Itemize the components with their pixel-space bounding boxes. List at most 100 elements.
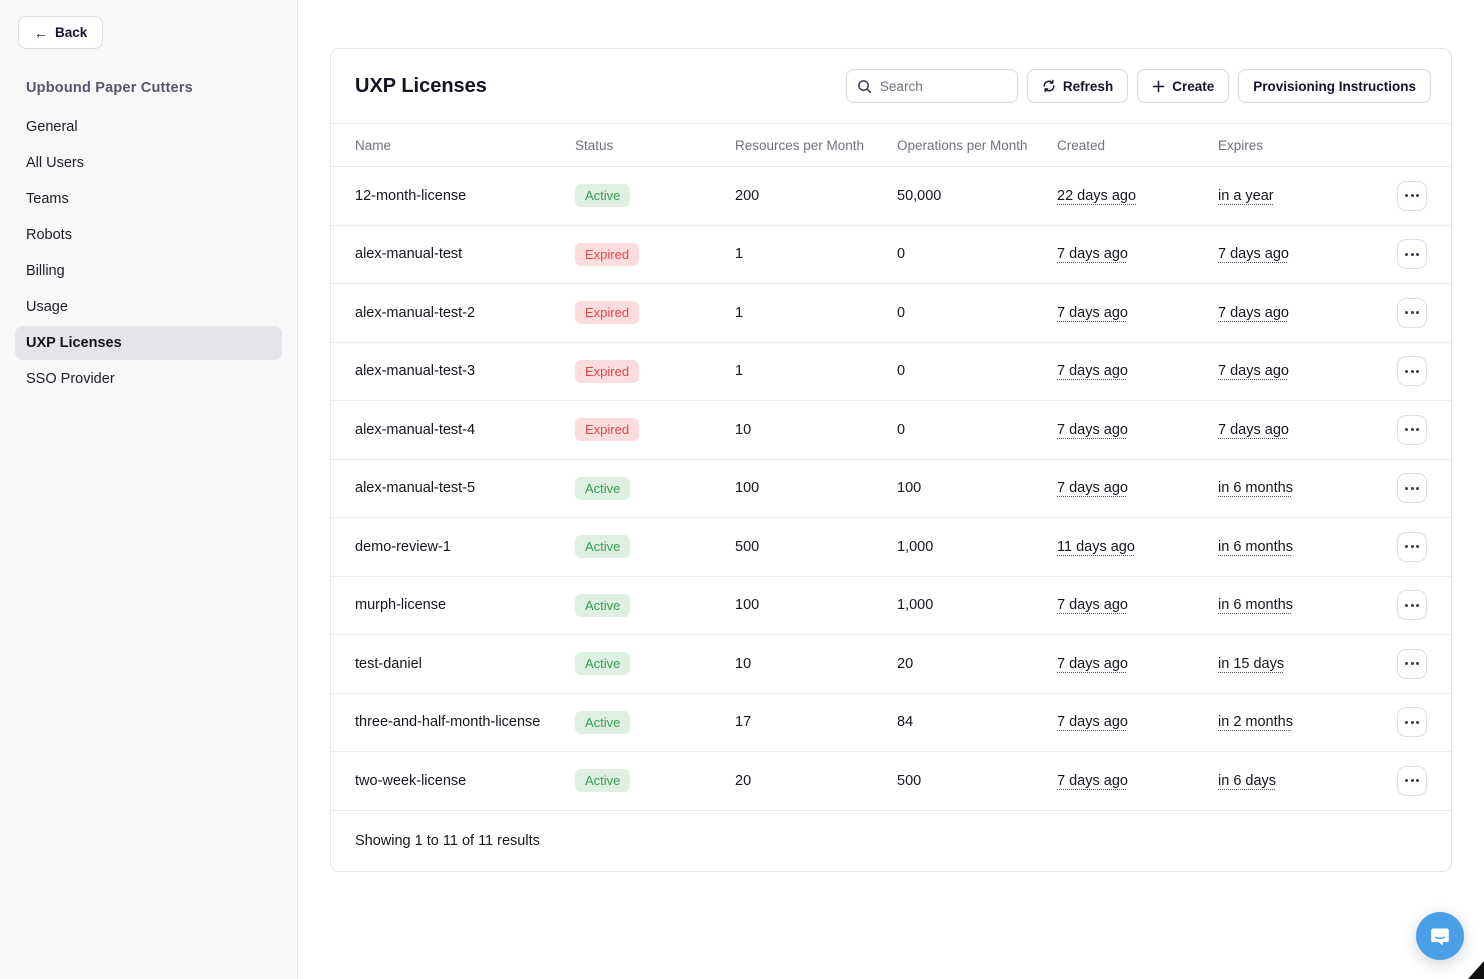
sidebar-item-sso-provider[interactable]: SSO Provider bbox=[26, 371, 115, 387]
sidebar-item-general[interactable]: General bbox=[26, 119, 78, 135]
operations-per-month-value: 0 bbox=[897, 421, 906, 438]
ellipsis-icon bbox=[1405, 428, 1419, 432]
table-row[interactable]: two-week-license Active 20 500 7 days ag… bbox=[331, 752, 1451, 811]
row-actions-menu-button[interactable] bbox=[1397, 473, 1427, 504]
sidebar-item-usage[interactable]: Usage bbox=[26, 299, 68, 315]
status-badge: Active bbox=[575, 593, 631, 617]
provisioning-instructions-label: Provisioning Instructions bbox=[1253, 78, 1416, 94]
license-name: demo-review-1 bbox=[355, 538, 451, 555]
row-actions-menu-button[interactable] bbox=[1397, 297, 1427, 328]
operations-per-month-value: 0 bbox=[897, 363, 906, 380]
row-actions-menu-button[interactable] bbox=[1397, 648, 1427, 679]
license-name: alex-manual-test-2 bbox=[355, 304, 476, 321]
row-actions-menu-button[interactable] bbox=[1397, 414, 1427, 445]
status-badge: Active bbox=[575, 710, 631, 734]
table-row[interactable]: demo-review-1 Active 500 1,000 11 days a… bbox=[331, 518, 1451, 577]
created-date: 7 days ago bbox=[1057, 597, 1128, 614]
license-name: 12-month-license bbox=[355, 187, 467, 204]
table-row[interactable]: alex-manual-test-3 Expired 1 0 7 days ag… bbox=[331, 343, 1451, 401]
table-row[interactable]: alex-manual-test-2 Expired 1 0 7 days ag… bbox=[331, 284, 1451, 343]
sidebar-item-billing[interactable]: Billing bbox=[26, 263, 65, 279]
refresh-button-label: Refresh bbox=[1062, 78, 1114, 94]
created-date: 7 days ago bbox=[1057, 304, 1128, 321]
sidebar-item-all-users[interactable]: All Users bbox=[26, 155, 85, 171]
resources-per-month-value: 100 bbox=[735, 480, 760, 497]
refresh-button[interactable]: Refresh bbox=[1026, 69, 1129, 103]
status-badge: Expired bbox=[575, 301, 640, 325]
licenses-card: UXP Licenses bbox=[330, 48, 1452, 872]
ellipsis-icon bbox=[1405, 662, 1419, 666]
sidebar-item-uxp-licenses[interactable]: UXP Licenses bbox=[15, 326, 282, 360]
operations-per-month-value: 500 bbox=[897, 772, 922, 789]
results-count-text: Showing 1 to 11 of 11 results bbox=[355, 832, 540, 849]
search-box[interactable] bbox=[845, 69, 1018, 103]
row-actions-menu-button[interactable] bbox=[1397, 356, 1427, 387]
created-date: 11 days ago bbox=[1057, 538, 1135, 555]
table-row[interactable]: alex-manual-test-5 Active 100 100 7 days… bbox=[331, 460, 1451, 518]
row-actions-menu-button[interactable] bbox=[1397, 590, 1427, 621]
created-date: 7 days ago bbox=[1057, 655, 1128, 672]
table-row[interactable]: alex-manual-test-4 Expired 10 0 7 days a… bbox=[331, 401, 1451, 460]
chat-bubble-icon bbox=[1431, 928, 1449, 946]
table-row[interactable]: murph-license Active 100 1,000 7 days ag… bbox=[331, 577, 1451, 635]
status-badge: Active bbox=[575, 184, 631, 208]
created-date: 7 days ago bbox=[1057, 421, 1128, 438]
column-header-operations: Operations per Month bbox=[897, 137, 1028, 153]
table-header-row: Name Status Resources per Month Operatio… bbox=[331, 123, 1451, 167]
chat-launcher-button[interactable] bbox=[1416, 912, 1464, 960]
row-actions-menu-button[interactable] bbox=[1397, 239, 1427, 270]
table-row[interactable]: alex-manual-test Expired 1 0 7 days ago … bbox=[331, 226, 1451, 284]
expires-date: 7 days ago bbox=[1218, 246, 1289, 263]
license-name: alex-manual-test-5 bbox=[355, 480, 476, 497]
license-name: three-and-half-month-license bbox=[355, 714, 541, 731]
expires-date: in 6 days bbox=[1218, 772, 1277, 789]
row-actions-menu-button[interactable] bbox=[1397, 531, 1427, 562]
org-title: Upbound Paper Cutters bbox=[26, 80, 193, 96]
back-arrow-icon: ← bbox=[34, 24, 48, 41]
table-row[interactable]: 12-month-license Active 200 50,000 22 da… bbox=[331, 167, 1451, 226]
operations-per-month-value: 0 bbox=[897, 304, 906, 321]
expires-date: in 6 months bbox=[1218, 480, 1293, 497]
expires-date: 7 days ago bbox=[1218, 363, 1289, 380]
resources-per-month-value: 100 bbox=[735, 597, 760, 614]
ellipsis-icon bbox=[1405, 311, 1419, 315]
resources-per-month-value: 10 bbox=[735, 421, 752, 438]
ellipsis-icon bbox=[1405, 545, 1419, 549]
expires-date: in a year bbox=[1218, 187, 1274, 204]
license-name: murph-license bbox=[355, 597, 447, 614]
column-header-status: Status bbox=[575, 137, 614, 153]
main-content: UXP Licenses bbox=[298, 0, 1484, 979]
created-date: 7 days ago bbox=[1057, 363, 1128, 380]
ellipsis-icon bbox=[1405, 603, 1419, 607]
row-actions-menu-button[interactable] bbox=[1397, 707, 1427, 738]
column-header-name: Name bbox=[355, 137, 392, 153]
resources-per-month-value: 1 bbox=[735, 246, 744, 263]
expires-date: in 15 days bbox=[1218, 655, 1285, 672]
create-button[interactable]: Create bbox=[1137, 69, 1230, 103]
license-name: alex-manual-test-3 bbox=[355, 363, 476, 380]
table-row[interactable]: three-and-half-month-license Active 17 8… bbox=[331, 694, 1451, 752]
search-input[interactable] bbox=[879, 78, 1007, 94]
provisioning-instructions-button[interactable]: Provisioning Instructions bbox=[1238, 69, 1431, 103]
search-icon bbox=[858, 79, 871, 93]
row-actions-menu-button[interactable] bbox=[1397, 180, 1427, 211]
status-badge: Active bbox=[575, 652, 631, 676]
license-name: test-daniel bbox=[355, 655, 422, 672]
sidebar-item-teams[interactable]: Teams bbox=[26, 191, 69, 207]
status-badge: Expired bbox=[575, 242, 640, 266]
ellipsis-icon bbox=[1405, 486, 1419, 490]
row-actions-menu-button[interactable] bbox=[1397, 765, 1427, 796]
header-actions: Refresh Create Provisioning Instructions bbox=[845, 69, 1431, 103]
mouse-cursor bbox=[1468, 961, 1484, 979]
resources-per-month-value: 20 bbox=[735, 772, 752, 789]
operations-per-month-value: 50,000 bbox=[897, 187, 942, 204]
column-header-created: Created bbox=[1057, 137, 1106, 153]
expires-date: 7 days ago bbox=[1218, 304, 1289, 321]
back-button[interactable]: ← Back bbox=[18, 16, 104, 49]
sidebar-item-robots[interactable]: Robots bbox=[26, 227, 72, 243]
status-badge: Active bbox=[575, 476, 631, 500]
operations-per-month-value: 84 bbox=[897, 714, 914, 731]
operations-per-month-value: 100 bbox=[897, 480, 922, 497]
table-row[interactable]: test-daniel Active 10 20 7 days ago in 1… bbox=[331, 635, 1451, 694]
